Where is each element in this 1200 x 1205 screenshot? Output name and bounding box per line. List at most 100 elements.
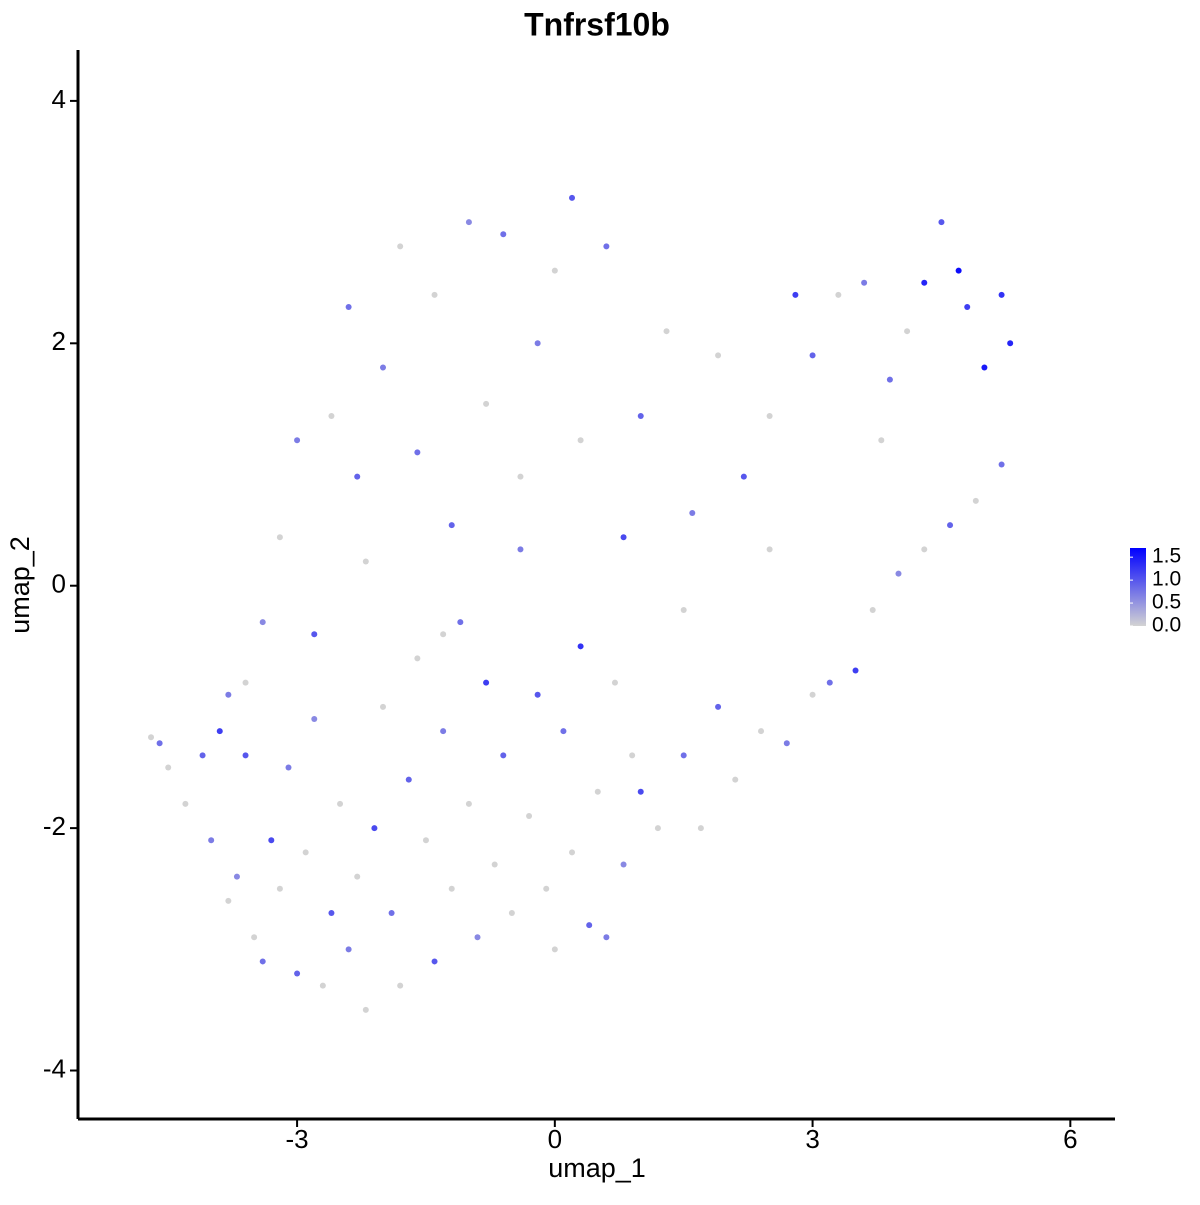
point	[276, 534, 283, 541]
x-tick-label: 0	[548, 1124, 562, 1154]
point	[182, 800, 189, 807]
colorbar-tick-label: 1.5	[1152, 545, 1181, 568]
point	[319, 982, 326, 989]
point	[156, 740, 163, 747]
colorbar-tick-label: 1.0	[1152, 568, 1181, 591]
point	[328, 909, 335, 916]
point	[586, 922, 593, 929]
point	[620, 861, 627, 868]
point	[276, 885, 283, 892]
point	[259, 958, 266, 965]
point	[311, 716, 318, 723]
point	[354, 873, 361, 880]
chart-title: Tnfrsf10b	[524, 6, 670, 42]
point	[654, 825, 661, 832]
point	[380, 703, 386, 710]
point	[577, 643, 584, 650]
point	[397, 982, 404, 989]
point	[526, 812, 533, 819]
point	[551, 267, 558, 274]
point	[148, 734, 155, 741]
point	[534, 340, 541, 347]
point	[414, 655, 421, 662]
point	[440, 728, 447, 735]
point	[483, 679, 490, 686]
point	[431, 958, 438, 965]
point	[680, 606, 687, 613]
point	[491, 861, 498, 868]
point	[294, 437, 301, 444]
point	[294, 970, 301, 977]
point	[165, 764, 172, 771]
point	[551, 946, 558, 953]
point	[371, 825, 378, 832]
point	[225, 897, 232, 904]
point	[611, 679, 618, 686]
point	[354, 473, 361, 480]
point	[543, 885, 550, 892]
y-tick-label: -2	[43, 811, 66, 841]
point	[715, 352, 722, 359]
point	[964, 303, 971, 310]
point	[216, 728, 223, 735]
point	[285, 764, 292, 771]
point	[886, 376, 893, 383]
point	[603, 243, 610, 250]
point	[758, 728, 765, 735]
y-tick-label: 2	[52, 326, 66, 356]
point	[766, 546, 773, 553]
colorbar	[1130, 548, 1146, 626]
point	[594, 788, 601, 795]
point	[663, 328, 670, 335]
y-tick-label: 0	[52, 569, 66, 599]
point	[689, 509, 696, 516]
point	[465, 219, 472, 226]
point	[345, 303, 352, 310]
point	[826, 679, 833, 686]
point	[697, 825, 704, 832]
point	[715, 703, 722, 710]
point	[233, 873, 240, 880]
point	[457, 619, 464, 626]
point	[362, 558, 369, 565]
point	[904, 328, 911, 335]
point	[483, 400, 490, 407]
point	[414, 449, 421, 456]
point	[998, 291, 1005, 298]
point	[397, 243, 404, 250]
point	[998, 461, 1005, 468]
point	[947, 522, 954, 529]
y-tick-label: -4	[43, 1053, 66, 1083]
point	[895, 570, 902, 577]
point	[938, 219, 945, 226]
x-tick-label: 6	[1063, 1124, 1077, 1154]
point	[569, 194, 576, 201]
point	[809, 691, 816, 698]
colorbar-tick-label: 0.0	[1152, 614, 1181, 637]
point	[1007, 340, 1014, 347]
point	[345, 946, 352, 953]
point	[603, 934, 610, 941]
point	[251, 934, 258, 941]
point	[878, 437, 885, 444]
point	[569, 849, 576, 856]
point	[328, 413, 335, 420]
point	[861, 279, 868, 286]
point	[474, 934, 481, 941]
point	[517, 473, 524, 480]
point	[431, 291, 438, 298]
point	[869, 606, 876, 613]
point	[448, 885, 455, 892]
point	[508, 909, 515, 916]
point	[311, 631, 318, 638]
point	[242, 752, 249, 759]
point	[448, 522, 455, 529]
point	[972, 497, 979, 504]
point	[302, 849, 309, 856]
point	[465, 800, 472, 807]
point	[921, 279, 928, 286]
point	[955, 267, 962, 274]
point	[766, 413, 773, 420]
point	[208, 837, 215, 844]
